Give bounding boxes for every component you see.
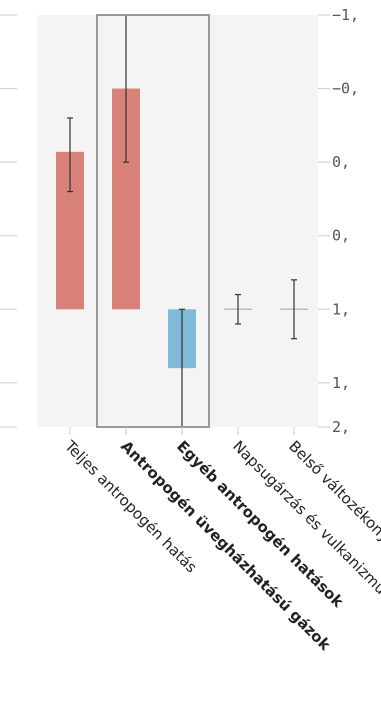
x-tick-label: Antropogén üvegházhatású gázok xyxy=(117,437,335,655)
y-tick-label: 1, xyxy=(332,300,350,318)
highlight-box xyxy=(96,14,210,428)
y-tick-label: −0, xyxy=(332,80,359,98)
y-tick-label: 0, xyxy=(332,153,350,171)
y-tick-label: 1, xyxy=(332,374,350,392)
bars xyxy=(56,88,308,369)
error-bars xyxy=(67,14,297,428)
y-tick-label: −1, xyxy=(332,6,359,24)
y-tick-label: 0, xyxy=(332,227,350,245)
y-axis: 2, 1, 1, 0, 0, −0, −1, xyxy=(0,6,359,436)
y-tick-label: 2, xyxy=(332,418,350,436)
